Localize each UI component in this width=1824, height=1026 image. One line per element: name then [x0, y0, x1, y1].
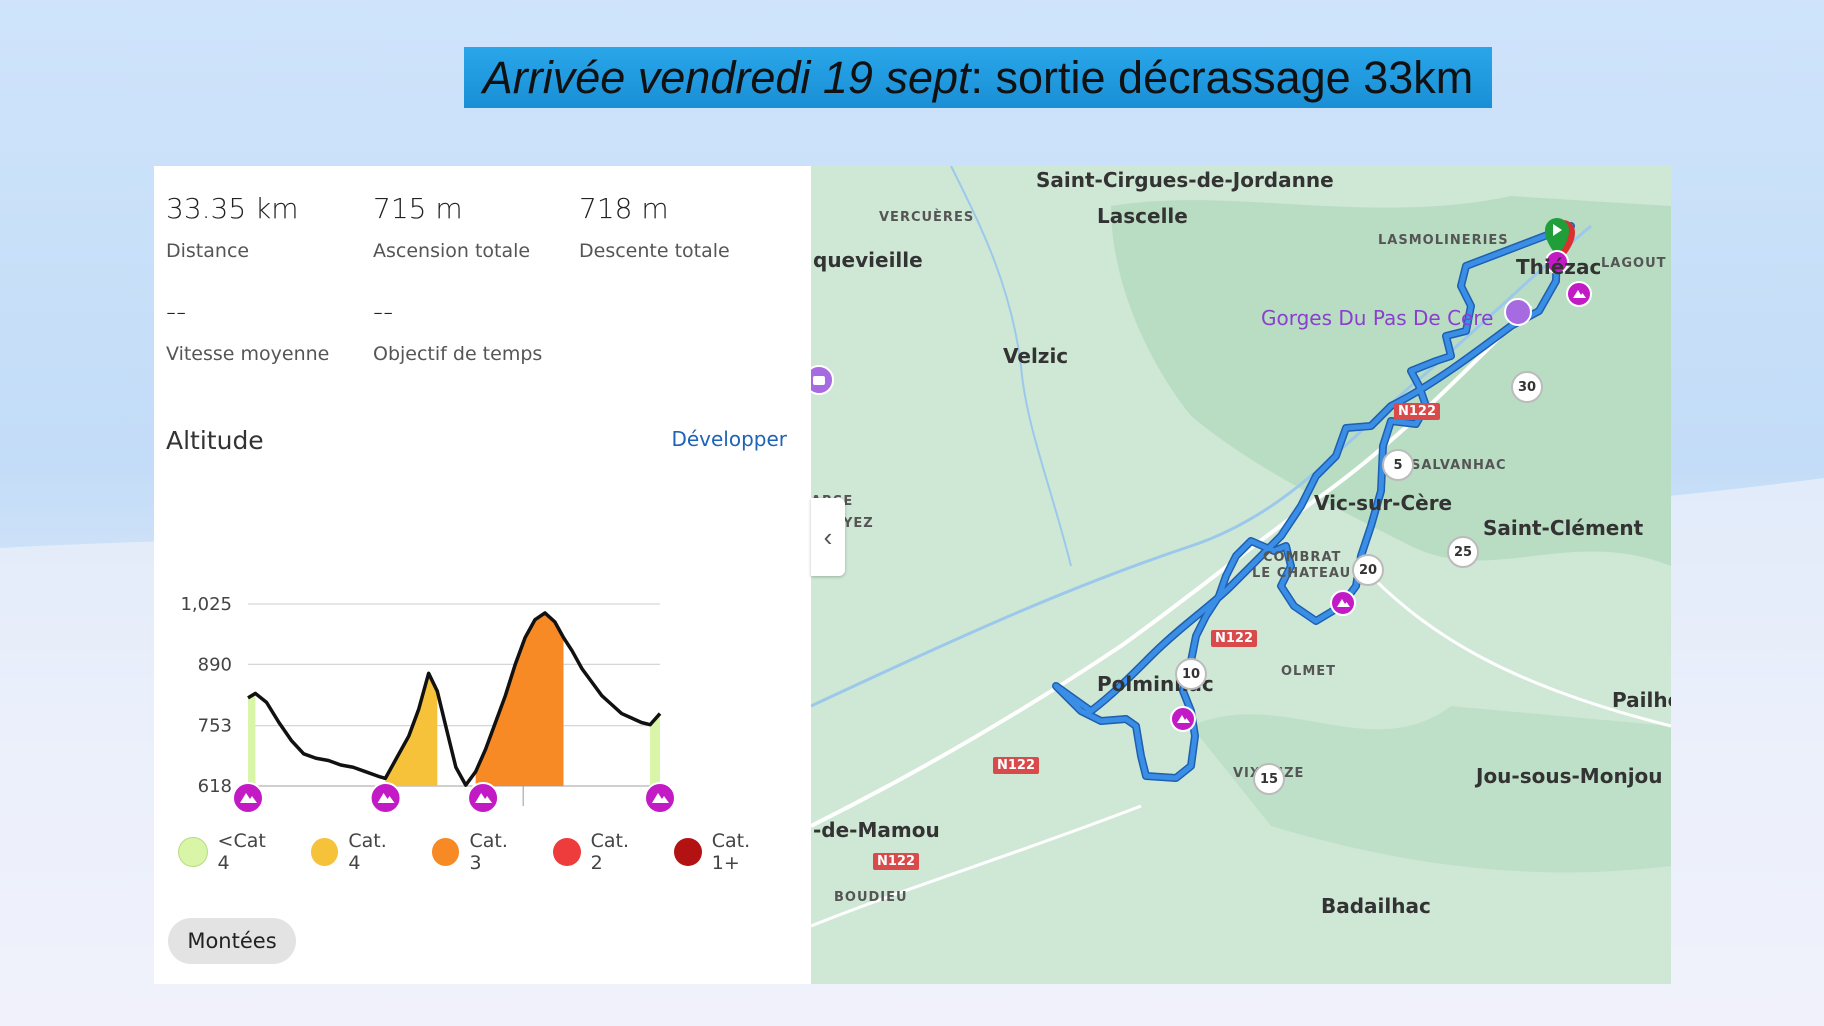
legend-label: Cat. 4	[348, 830, 387, 874]
x-tick-label: 33.3	[640, 815, 680, 816]
map-canvas[interactable]	[811, 166, 1671, 984]
climb-marker-icon[interactable]	[232, 782, 264, 814]
camera-icon	[811, 365, 834, 395]
slide-title-rest: : sortie décrassage 33km	[970, 51, 1474, 103]
km-marker: 5	[1382, 449, 1414, 481]
km-marker: 25	[1447, 536, 1479, 568]
elevation-chart[interactable]: 6187538901,0250.0011.1222.2433.3Distance…	[154, 486, 811, 816]
climb-legend: <Cat 4 Cat. 4 Cat. 3 Cat. 2 Cat. 1+	[178, 830, 811, 874]
finish-marker-icon	[1545, 218, 1569, 256]
route-line	[1053, 223, 1574, 781]
poi-icon	[1504, 298, 1532, 326]
climb-marker-icon	[1566, 281, 1592, 307]
altitude-title: Altitude	[166, 426, 264, 455]
map-place-label: Saint-Cirgues-de-Jordanne	[1036, 168, 1334, 192]
forest-area	[1111, 196, 1671, 566]
x-tick-label: 22.24	[497, 815, 549, 816]
legend-item: Cat. 2	[553, 830, 646, 874]
avg-speed-value: --	[166, 295, 187, 328]
map-place-label: Saint-Clément	[1483, 516, 1644, 540]
road	[811, 804, 1142, 928]
map-place-label: Thiézac	[1516, 255, 1602, 279]
descent-label: Descente totale	[579, 240, 730, 262]
legend-swatch	[178, 837, 208, 867]
legend-swatch	[674, 838, 702, 866]
climb-marker-icon[interactable]	[467, 782, 500, 814]
legend-item: Cat. 1+	[674, 830, 783, 874]
map-place-label: LAGOUT	[1601, 256, 1667, 271]
forest-area	[1191, 706, 1671, 873]
legend-item: Cat. 3	[431, 830, 525, 874]
expand-link[interactable]: Développer	[671, 427, 787, 451]
ascent-value: 715 m	[373, 192, 463, 225]
map-place-label: BOUDIEU	[834, 890, 908, 905]
map-place-label: VERCUÈRES	[879, 210, 975, 225]
time-goal-label: Objectif de temps	[373, 343, 543, 365]
road-sign: N122	[873, 853, 920, 870]
km-marker: 30	[1511, 371, 1543, 403]
climb-area	[650, 713, 660, 786]
map-place-label: Pailhe	[1612, 688, 1671, 712]
descent-value: 718 m	[579, 192, 669, 225]
map-place-label: OLMET	[1281, 664, 1337, 679]
road-sign: N122	[993, 757, 1040, 774]
map-place-label: SALVANHAC	[1411, 458, 1507, 473]
climbs-button[interactable]: Montées	[168, 918, 296, 964]
chevron-left-icon: ‹	[823, 521, 833, 552]
km-marker: 15	[1253, 763, 1285, 795]
y-tick-label: 890	[198, 654, 232, 675]
legend-label: Cat. 2	[590, 830, 630, 874]
slide-title: Arrivée vendredi 19 sept : sortie décras…	[464, 47, 1492, 108]
distance-value: 33.35 km	[166, 192, 299, 225]
y-tick-label: 1,025	[180, 594, 232, 615]
map-poi-label[interactable]: Gorges Du Pas De Cere	[1261, 306, 1494, 330]
map-place-label: Jou-sous-Monjou	[1476, 764, 1663, 788]
route-map[interactable]: Saint-Cirgues-de-Jordanne Lascelle VERCU…	[811, 166, 1671, 984]
map-place-label: Velzic	[1003, 344, 1069, 368]
map-place-label: quevieille	[813, 248, 923, 272]
legend-label: Cat. 3	[469, 830, 508, 874]
climb-marker-icon	[1545, 250, 1569, 274]
legend-label: Cat. 1+	[711, 830, 751, 874]
km-marker: 10	[1175, 658, 1207, 690]
road	[1369, 574, 1671, 728]
legend-swatch	[310, 838, 339, 866]
y-tick-label: 753	[198, 716, 232, 737]
river	[950, 166, 1072, 567]
legend-swatch	[431, 838, 460, 866]
legend-swatch	[553, 838, 581, 866]
climb-marker-icon[interactable]	[369, 782, 402, 814]
legend-item: Cat. 4	[310, 830, 404, 874]
ascent-label: Ascension totale	[373, 240, 531, 262]
map-place-label: LE CHATEAU	[1252, 566, 1352, 581]
road-sign: N122	[1394, 403, 1441, 420]
map-place-label: -de-Mamou	[813, 818, 940, 842]
x-tick-label: 11.12	[360, 815, 412, 816]
legend-item: <Cat 4	[178, 830, 283, 874]
climb-marker-icon	[1330, 590, 1356, 616]
climb-marker-icon[interactable]	[644, 782, 676, 814]
km-marker: 20	[1352, 554, 1384, 586]
road-sign: N122	[1211, 630, 1258, 647]
y-tick-label: 618	[198, 776, 232, 797]
legend-label: <Cat 4	[217, 830, 266, 874]
climb-marker-icon	[1170, 706, 1196, 732]
route-stats-panel: 33.35 km Distance 715 m Ascension totale…	[154, 166, 811, 984]
map-place-label: YEZ	[843, 516, 874, 531]
river	[811, 224, 1592, 708]
map-place-label: Badailhac	[1321, 894, 1431, 918]
elevation-line	[247, 611, 662, 787]
map-place-label: LASMOLINERIES	[1378, 233, 1509, 248]
slide-title-italic: Arrivée vendredi 19 sept	[482, 51, 971, 103]
time-goal-value: --	[373, 295, 394, 328]
map-place-label: Vic-sur-Cère	[1314, 491, 1453, 515]
climb-area	[248, 693, 256, 786]
distance-label: Distance	[166, 240, 250, 262]
climb-area	[475, 612, 564, 786]
avg-speed-label: Vitesse moyenne	[166, 343, 330, 365]
map-place-label: COMBRAT	[1263, 550, 1342, 565]
map-place-label: Lascelle	[1097, 204, 1188, 228]
x-tick-label: 0.00	[228, 815, 268, 816]
collapse-panel-button[interactable]: ‹	[811, 498, 845, 576]
